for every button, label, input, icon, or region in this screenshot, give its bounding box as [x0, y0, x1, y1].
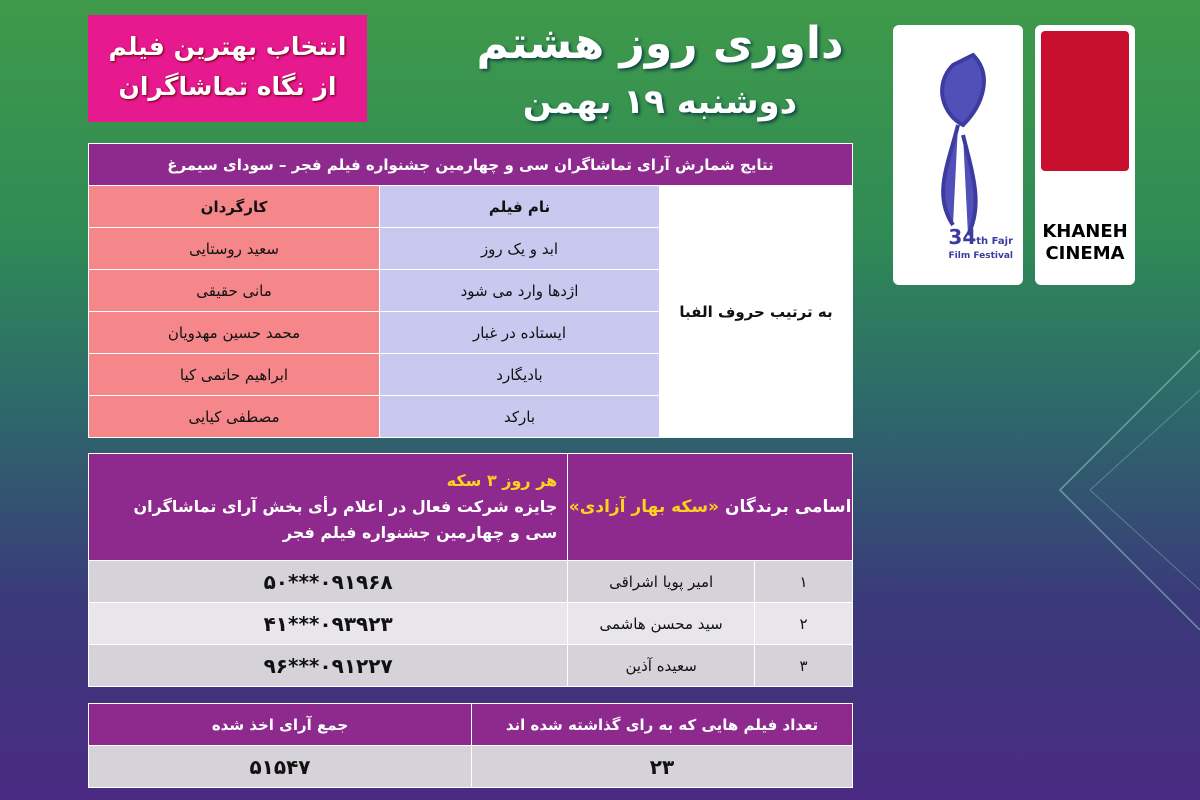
- winners-title-prefix: اسامی برندگان: [724, 497, 852, 517]
- winner-name: امیر پویا اشراقی: [567, 560, 755, 603]
- fajr-number: 34: [948, 225, 977, 249]
- films-count-label: تعداد فیلم هایی که به رای گذاشته شده اند: [471, 703, 853, 746]
- page-title: داوری روز هشتم: [476, 18, 844, 69]
- winners-title-highlight: «سکه بهار آزادی»: [568, 497, 720, 517]
- winner-name: سید محسن هاشمی: [567, 602, 755, 645]
- table-row: ۲ سید محسن هاشمی ۰۹۳۹۲۳***۴۱: [87, 602, 853, 645]
- row-number: ۱: [754, 560, 853, 603]
- director-name: مانی حقیقی: [88, 269, 380, 312]
- col-film: نام فیلم: [379, 185, 660, 228]
- table-row: اژدها وارد می شود مانی حقیقی: [88, 269, 853, 312]
- fajr-name: th Fajr: [976, 236, 1013, 247]
- director-name: سعید روستایی: [88, 227, 380, 270]
- khaneh-text: KHANEH: [1042, 221, 1128, 242]
- films-count-value: ۲۳: [471, 745, 853, 788]
- fajr-subtitle: Film Festival: [948, 251, 1014, 261]
- director-name: ابراهیم حاتمی کیا: [88, 353, 380, 396]
- col-director: کارگردان: [88, 185, 380, 228]
- prize-highlight: هر روز ۳ سکه: [446, 471, 558, 490]
- best-film-badge: انتخاب بهترین فیلم از نگاه تماشاگران: [88, 15, 367, 122]
- page-date: دوشنبه ۱۹ بهمن: [522, 82, 798, 122]
- film-name: ابد و یک روز: [379, 227, 660, 270]
- film-name: بادیگارد: [379, 353, 660, 396]
- table-row: ایستاده در غبار محمد حسین مهدویان: [88, 311, 853, 354]
- votes-total-value: ۵۱۵۴۷: [88, 745, 472, 788]
- badge-line1: انتخاب بهترین فیلم: [108, 32, 347, 61]
- results-table: نتایج شمارش آرای تماشاگران سی و چهارمین …: [88, 143, 853, 438]
- prize-text: جایزه شرکت فعال در اعلام رأی بخش آرای تم…: [133, 497, 558, 542]
- order-note: به ترتیب حروف الفبا: [659, 185, 853, 438]
- film-name: ایستاده در غبار: [379, 311, 660, 354]
- winners-table: اسامی برندگان «سکه بهار آزادی» هر روز ۳ …: [87, 453, 853, 687]
- table-row: ۱ امیر پویا اشراقی ۰۹۱۹۶۸***۵۰: [87, 560, 853, 603]
- table-row: ۳ سعیده آذین ۰۹۱۲۲۷***۹۶: [87, 644, 853, 687]
- khaneh-cinema-logo: KHANEH CINEMA: [1035, 25, 1135, 285]
- simorgh-bird-icon: [940, 52, 986, 236]
- winner-phone: ۰۹۳۹۲۳***۴۱: [87, 602, 569, 645]
- winner-phone: ۰۹۱۲۲۷***۹۶: [87, 644, 569, 687]
- winner-phone: ۰۹۱۹۶۸***۵۰: [87, 560, 569, 603]
- table-row: بادیگارد ابراهیم حاتمی کیا: [88, 353, 853, 396]
- row-number: ۲: [754, 602, 853, 645]
- director-name: محمد حسین مهدویان: [88, 311, 380, 354]
- prize-description: هر روز ۳ سکه جایزه شرکت فعال در اعلام رأی…: [87, 453, 569, 561]
- votes-total-label: جمع آرای اخذ شده: [88, 703, 472, 746]
- table-row: ابد و یک روز سعید روستایی: [88, 227, 853, 270]
- badge-line2: از نگاه تماشاگران: [118, 72, 337, 101]
- winners-title: اسامی برندگان «سکه بهار آزادی»: [567, 453, 853, 561]
- cinema-text: CINEMA: [1045, 243, 1125, 264]
- table-row: بارکد مصطفی کیایی: [88, 395, 853, 438]
- totals-table: تعداد فیلم هایی که به رای گذاشته شده اند…: [88, 703, 853, 788]
- results-header: نتایج شمارش آرای تماشاگران سی و چهارمین …: [88, 143, 853, 186]
- decorative-lines: [1058, 349, 1200, 630]
- cinema-arch-icon: [1041, 31, 1129, 171]
- film-name: اژدها وارد می شود: [379, 269, 660, 312]
- winner-name: سعیده آذین: [567, 644, 755, 687]
- fajr-festival-logo: 34th Fajr Film Festival: [893, 25, 1023, 285]
- film-name: بارکد: [379, 395, 660, 438]
- row-number: ۳: [754, 644, 853, 687]
- director-name: مصطفی کیایی: [88, 395, 380, 438]
